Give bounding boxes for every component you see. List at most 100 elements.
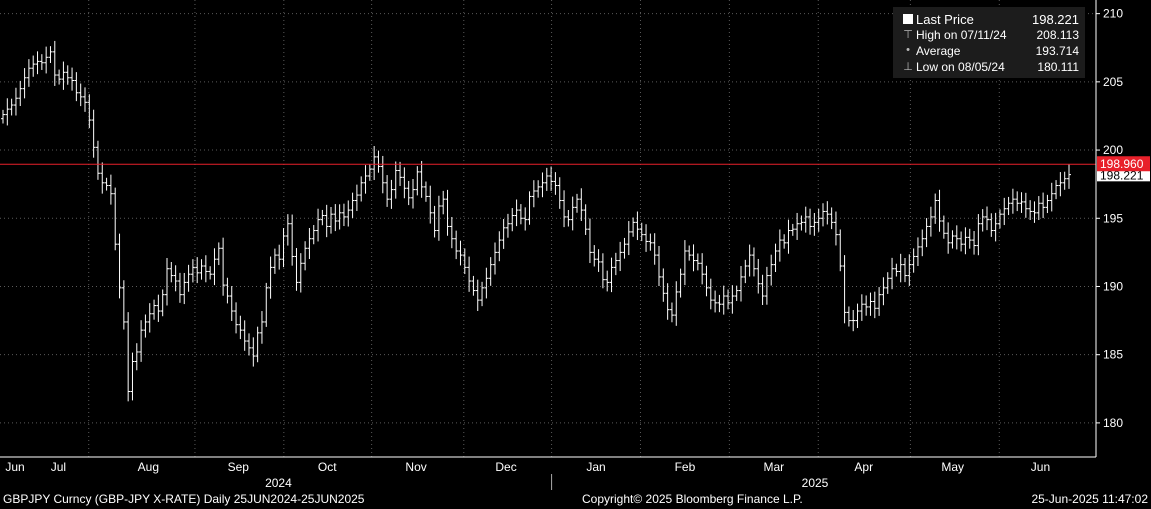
ohlc-bar — [562, 190, 567, 228]
ohlc-bar — [169, 261, 174, 283]
ohlc-bar — [527, 191, 532, 225]
x-tick-label: Jul — [51, 460, 66, 474]
ohlc-bar — [83, 87, 87, 112]
ohlc-bar — [225, 277, 230, 304]
ohlc-bar — [307, 228, 312, 260]
ohlc-bar — [165, 257, 169, 306]
ohlc-bar — [441, 190, 446, 215]
ohlc-bar — [182, 272, 187, 305]
ohlc-bar — [613, 252, 618, 276]
ohlc-bar — [346, 200, 351, 227]
ohlc-bar — [678, 268, 683, 298]
ohlc-bar — [570, 196, 575, 231]
ohlc-bar — [609, 257, 614, 293]
ohlc-bar — [26, 59, 31, 87]
ohlc-bar — [195, 257, 200, 284]
ohlc-bar — [739, 266, 743, 302]
ohlc-bar — [777, 229, 782, 262]
ohlc-bar — [436, 195, 441, 241]
ohlc-bar — [393, 161, 398, 199]
ohlc-bar — [851, 309, 856, 332]
ohlc-bar — [1023, 192, 1028, 218]
ohlc-bar — [493, 242, 497, 275]
ohlc-bar — [898, 253, 903, 283]
ohlc-bar — [950, 230, 955, 249]
ohlc-bar — [385, 175, 390, 207]
ohlc-bar — [915, 237, 920, 266]
ohlc-bar — [687, 245, 692, 261]
ohlc-bar — [117, 233, 122, 299]
ohlc-bar — [268, 256, 273, 299]
ohlc-bar — [100, 162, 105, 194]
x-tick-label: Sep — [228, 460, 250, 474]
ohlc-bar — [475, 279, 480, 312]
ohlc-bar — [238, 315, 243, 340]
ohlc-bar — [1006, 196, 1011, 216]
ohlc-bar — [1015, 191, 1020, 212]
ohlc-bar — [139, 320, 144, 362]
ohlc-bar — [859, 294, 864, 321]
ohlc-bar — [669, 302, 674, 323]
ohlc-bar — [816, 208, 821, 232]
ohlc-bar — [126, 312, 131, 402]
ohlc-bar — [665, 283, 670, 320]
ohlc-bar — [803, 206, 808, 233]
ohlc-bar — [549, 166, 554, 191]
ohlc-bar — [298, 253, 303, 293]
ohlc-bar — [48, 46, 53, 63]
legend: Last Price 198.221 ⊤ High on 07/11/24 20… — [893, 7, 1085, 78]
ohlc-bar — [9, 98, 14, 116]
ohlc-bar — [432, 205, 437, 238]
ohlc-bar — [501, 218, 506, 249]
legend-value: 208.113 — [1036, 28, 1080, 42]
ohlc-bar — [251, 337, 256, 367]
ohlc-bar — [825, 201, 830, 225]
ohlc-bar — [177, 272, 182, 303]
ohlc-bar — [130, 352, 135, 401]
ohlc-bar — [415, 166, 420, 196]
ohlc-bar — [406, 180, 411, 206]
ohlc-bar — [398, 161, 403, 186]
ohlc-bar — [337, 204, 342, 230]
ohlc-bar — [303, 241, 308, 271]
ohlc-bar — [985, 206, 989, 231]
ohlc-bar — [1, 109, 5, 124]
ohlc-bar — [868, 292, 873, 316]
ohlc-bar — [920, 229, 925, 257]
ohlc-bar — [143, 314, 148, 338]
ohlc-bar — [147, 303, 152, 333]
copyright-text: Copyright© 2025 Bloomberg Finance L.P. — [582, 492, 803, 506]
ohlc-bar — [95, 140, 100, 180]
ohlc-bar — [700, 253, 705, 285]
timestamp: 25-Jun-2025 11:47:02 — [1031, 492, 1148, 506]
ohlc-bar — [583, 204, 588, 235]
ohlc-bar — [376, 150, 381, 173]
footer: GBPJPY Curncy (GBP-JPY X-RATE) Daily 25J… — [0, 490, 1151, 509]
ohlc-bar — [959, 231, 964, 252]
ohlc-bar — [1002, 197, 1007, 226]
ohlc-bar — [152, 299, 157, 320]
ohlc-bar — [87, 94, 92, 129]
ohlc-bar — [652, 233, 657, 265]
ohlc-bar — [894, 263, 899, 277]
ohlc-bars — [1, 40, 1071, 402]
ohlc-bar — [566, 210, 571, 227]
ohlc-bar — [52, 40, 57, 86]
ohlc-bar — [216, 242, 221, 266]
y-tick-label: 190 — [1103, 279, 1123, 293]
ohlc-bar — [488, 257, 493, 286]
ohlc-bar — [242, 320, 247, 351]
average-marker-icon: • — [906, 44, 910, 56]
ohlc-bar — [833, 211, 838, 246]
ohlc-bar — [316, 208, 321, 242]
ohlc-bar — [903, 258, 907, 283]
ohlc-bar — [294, 248, 299, 291]
ohlc-bar — [726, 289, 731, 310]
ohlc-bar — [838, 229, 843, 272]
axes: 180 185 190 195 200 205 210 Jun Jul Aug Sep Oct Nov D… — [0, 0, 1123, 490]
ohlc-bar — [74, 72, 79, 102]
legend-item-high: ⊤ High on 07/11/24 208.113 — [893, 27, 1085, 43]
ohlc-bar — [631, 217, 636, 237]
